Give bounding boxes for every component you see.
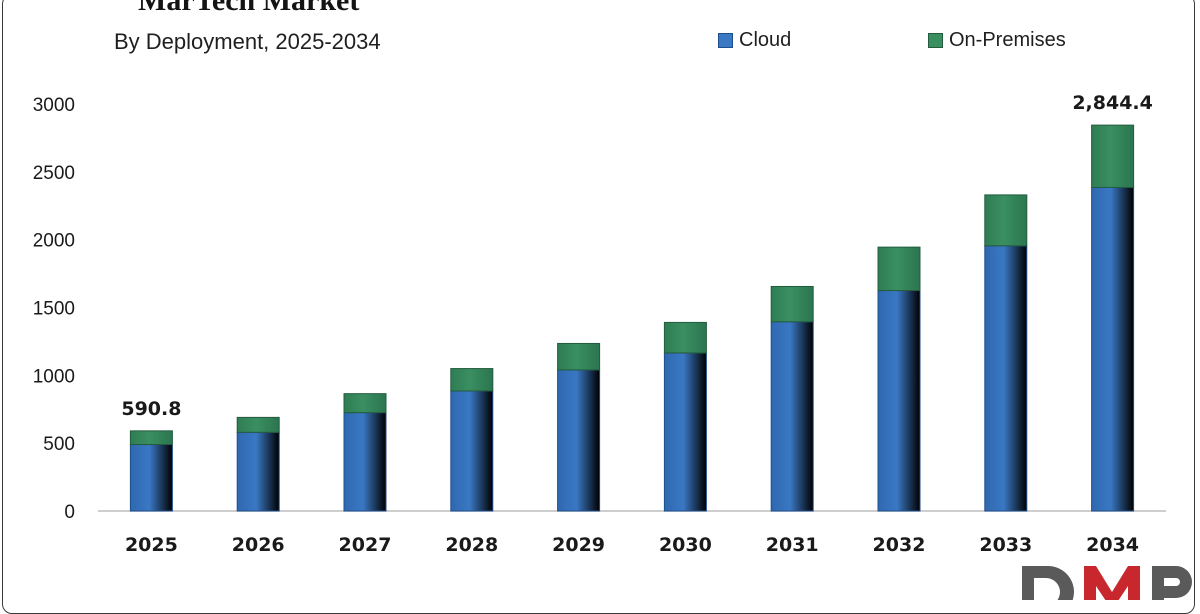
- y-tick-label: 1500: [33, 299, 75, 320]
- bar-on-premises-2026: [236, 416, 280, 433]
- x-tick-label: 2031: [766, 534, 819, 556]
- bar-cloud-2033: [984, 245, 1028, 512]
- bar-on-premises-2033: [984, 194, 1028, 247]
- x-tick-label: 2033: [979, 534, 1032, 556]
- chart-plot: 0 500 1000 1500 2000 2500 3000 2025 590.8 2026 202…: [33, 92, 1166, 556]
- bar-on-premises-2027: [343, 393, 387, 414]
- y-tick-label: 2000: [33, 231, 75, 252]
- x-tick-label: 2032: [873, 534, 926, 556]
- legend-label-cloud: Cloud: [739, 28, 792, 51]
- bar-on-premises-2025: [129, 430, 173, 446]
- bar-cloud-2026: [236, 431, 280, 512]
- x-tick-label: 2028: [445, 534, 498, 556]
- x-tick-label: 2034: [1086, 534, 1139, 556]
- y-tick-label: 2500: [33, 163, 75, 184]
- legend-item-cloud: Cloud: [718, 28, 791, 52]
- bar-on-premises-2028: [450, 368, 494, 392]
- x-tick-label: 2025: [125, 534, 178, 556]
- bar-on-premises-2030: [663, 321, 707, 354]
- bar-cloud-2032: [877, 290, 921, 512]
- legend-swatch-on-premises: [928, 32, 943, 48]
- legend-label-on-premises: On-Premises: [949, 28, 1066, 51]
- dmr-logo: [1018, 562, 1200, 600]
- bar-cloud-2030: [663, 352, 707, 512]
- chart-title: MarTech Market: [138, 0, 360, 17]
- legend-item-on-premises: On-Premises: [928, 28, 1066, 52]
- bar-cloud-2034: [1091, 186, 1135, 512]
- bar-cloud-2025: [129, 444, 173, 512]
- data-label-2034: 2,844.4: [1072, 92, 1153, 114]
- x-tick-label: 2030: [659, 534, 712, 556]
- y-tick-label: 0: [64, 502, 75, 523]
- y-tick-label: 1000: [33, 366, 75, 387]
- chart-subtitle: By Deployment, 2025-2034: [114, 29, 381, 54]
- bar-cloud-2031: [770, 321, 814, 512]
- bar-on-premises-2034: [1091, 124, 1135, 188]
- y-tick-label: 3000: [33, 95, 75, 116]
- bar-on-premises-2031: [770, 285, 814, 323]
- bar-cloud-2029: [557, 369, 601, 512]
- bar-cloud-2028: [450, 390, 494, 512]
- bar-on-premises-2029: [557, 342, 601, 371]
- bar-cloud-2027: [343, 412, 387, 512]
- dmr-logo-icon: [1022, 566, 1192, 600]
- data-label-2025: 590.8: [121, 398, 181, 420]
- x-tick-label: 2029: [552, 534, 605, 556]
- legend-swatch-cloud: [718, 32, 733, 48]
- y-tick-label: 500: [43, 434, 75, 455]
- x-tick-label: 2026: [232, 534, 285, 556]
- bar-on-premises-2032: [877, 246, 921, 292]
- x-tick-label: 2027: [339, 534, 392, 556]
